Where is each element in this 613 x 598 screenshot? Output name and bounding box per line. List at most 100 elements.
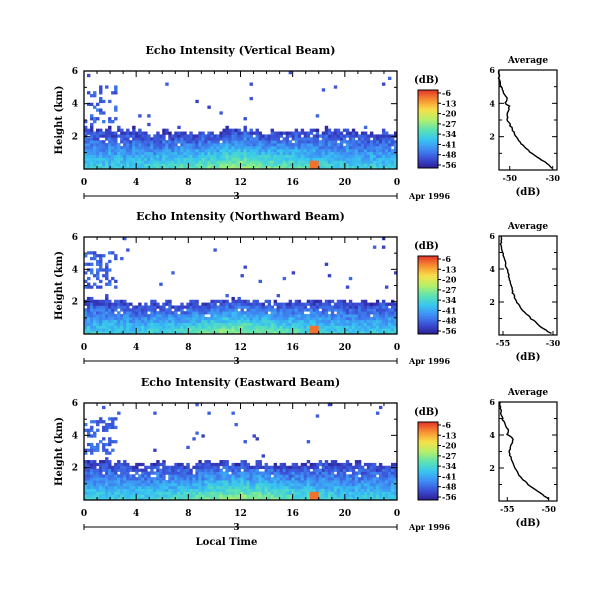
x-tick-label: 16 <box>286 178 299 188</box>
profile-y-tick-label: 4 <box>489 264 495 274</box>
heatmap-cells <box>84 403 398 501</box>
profile-x-label: (dB) <box>516 518 541 529</box>
profile-line <box>498 401 550 500</box>
y-tick-label: 4 <box>72 100 78 110</box>
y-tick-label: 4 <box>72 265 78 275</box>
colorbar-tick-label: -56 <box>442 160 457 170</box>
colorbar-tick-label: -20 <box>442 109 457 119</box>
day-label: 3 <box>233 523 239 533</box>
profile-title: Average <box>507 388 548 398</box>
panel-3: Echo Intensity (Eastward Beam) 0 4 8 12 16 20 0… <box>54 376 558 548</box>
heatmap-cells <box>84 237 398 335</box>
profile-x-label: (dB) <box>516 187 541 198</box>
colorbar-tick-label: -34 <box>442 461 457 471</box>
x-tick-label: 0 <box>394 178 400 188</box>
colorbar: -6-13-20-27-34-41-48-56 <box>417 88 457 170</box>
x-tick-label: 16 <box>286 343 299 353</box>
colorbar-unit: (dB) <box>414 75 439 86</box>
day-label: 3 <box>233 192 239 202</box>
colorbar: -6-13-20-27-34-41-48-56 <box>417 420 457 502</box>
profile-y-tick-label: 2 <box>489 297 495 307</box>
colorbar-tick-label: -6 <box>442 88 451 98</box>
x-tick-label: 0 <box>394 509 400 519</box>
profile-y-tick-label: 6 <box>489 65 495 75</box>
colorbar-tick-label: -48 <box>442 150 457 160</box>
y-tick-label: 6 <box>72 233 78 243</box>
colorbar-tick-label: -13 <box>442 430 457 440</box>
colorbar-tick-label: -27 <box>442 119 456 129</box>
colorbar-tick-label: -20 <box>442 441 457 451</box>
y-tick-label: 2 <box>72 298 78 308</box>
y-axis-label: Height (km) <box>54 417 65 486</box>
y-tick-label: 6 <box>72 67 78 77</box>
x-tick-label: 20 <box>339 343 352 353</box>
colorbar-tick-label: -20 <box>442 275 457 285</box>
heatmap-title: Echo Intensity (Vertical Beam) <box>145 44 335 57</box>
heatmap-cells <box>84 71 398 170</box>
colorbar-tick-label: -41 <box>442 139 456 149</box>
date-label: Apr 1996 <box>408 522 451 532</box>
panel-2: Echo Intensity (Northward Beam)0 4 8 12 16 20… <box>54 210 561 367</box>
x-tick-label: 0 <box>81 178 87 188</box>
profile-y-tick-label: 2 <box>489 463 495 473</box>
heatmap-title: Echo Intensity (Eastward Beam) <box>141 376 340 389</box>
colorbar-tick-label: -13 <box>442 264 457 274</box>
y-axis-label: Height (km) <box>54 86 65 155</box>
colorbar-tick-label: -48 <box>442 316 457 326</box>
colorbar-unit: (dB) <box>414 241 439 252</box>
profile-x-tick-label: -55 <box>496 338 510 348</box>
y-tick-label: 2 <box>72 464 78 474</box>
profile-x-label: (dB) <box>516 352 541 363</box>
colorbar: -6-13-20-27-34-41-48-56 <box>417 254 457 336</box>
colorbar-tick-label: -56 <box>442 326 457 336</box>
profile-y-tick-label: 6 <box>489 397 495 407</box>
day-label: 3 <box>233 357 239 367</box>
colorbar-tick-label: -48 <box>442 482 457 492</box>
colorbar-tick-label: -6 <box>442 254 451 264</box>
colorbar-tick-label: -13 <box>442 98 457 108</box>
profile-y-tick-label: 2 <box>489 132 495 142</box>
profile-x-tick-label: -50 <box>503 173 518 183</box>
profile-x-tick-label: -55 <box>500 504 514 514</box>
profile-title: Average <box>507 222 548 232</box>
x-tick-label: 4 <box>133 178 139 188</box>
y-tick-label: 4 <box>72 431 78 441</box>
x-tick-label: 8 <box>185 509 191 519</box>
y-tick-label: 6 <box>72 399 78 409</box>
profile-frame <box>498 235 558 336</box>
x-tick-label: 12 <box>234 509 247 519</box>
x-tick-label: 8 <box>185 178 191 188</box>
date-label: Apr 1996 <box>408 356 451 366</box>
colorbar-tick-label: -41 <box>442 305 456 315</box>
date-label: Apr 1996 <box>408 191 451 201</box>
profile-y-tick-label: 4 <box>489 98 495 108</box>
colorbar-tick-label: -56 <box>442 492 457 502</box>
profile-x-tick-label: -30 <box>546 338 561 348</box>
x-tick-label: 12 <box>234 178 247 188</box>
x-tick-label: 0 <box>394 343 400 353</box>
profile-title: Average <box>507 56 548 66</box>
colorbar-tick-label: -41 <box>442 471 456 481</box>
profile-y-tick-label: 6 <box>489 231 495 241</box>
x-tick-label: 4 <box>133 509 139 519</box>
x-axis-label: Local Time <box>196 537 258 548</box>
x-tick-label: 0 <box>81 509 87 519</box>
profile-frame <box>498 401 558 502</box>
y-tick-label: 2 <box>72 132 78 142</box>
x-tick-label: 8 <box>185 343 191 353</box>
x-tick-label: 16 <box>286 509 299 519</box>
colorbar-tick-label: -6 <box>442 420 451 430</box>
panel-1: Echo Intensity (Vertical Beam) 0 4 8 12 16 20 0… <box>54 44 560 202</box>
x-tick-label: 20 <box>339 178 352 188</box>
colorbar-tick-label: -34 <box>442 129 457 139</box>
heatmap-title: Echo Intensity (Northward Beam) <box>136 210 345 223</box>
profile-x-tick-label: -30 <box>545 173 560 183</box>
profile-x-tick-label: -50 <box>541 504 556 514</box>
profile-line <box>497 69 553 169</box>
colorbar-unit: (dB) <box>414 407 439 418</box>
x-tick-label: 0 <box>81 343 87 353</box>
colorbar-tick-label: -34 <box>442 295 457 305</box>
x-tick-label: 4 <box>133 343 139 353</box>
colorbar-tick-label: -27 <box>442 285 456 295</box>
